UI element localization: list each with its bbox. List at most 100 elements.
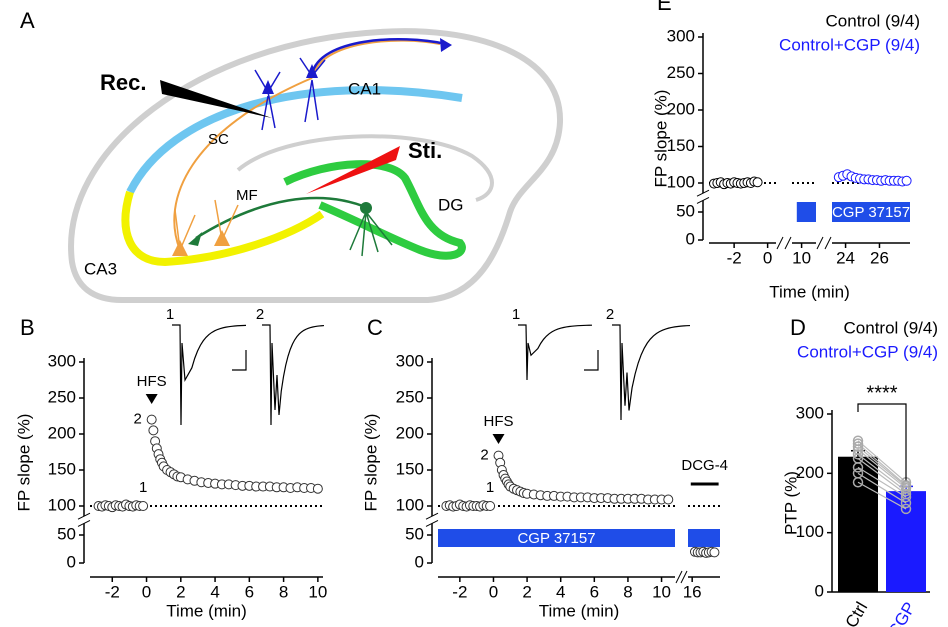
ca3-neurons (174, 199, 239, 251)
x-tick-label: 2 (176, 582, 185, 601)
individual-point (852, 476, 864, 488)
trace-label: 2 (256, 306, 264, 323)
significance-label: **** (866, 382, 897, 404)
panel-label: E (657, 0, 672, 15)
panel-label: B (20, 315, 35, 340)
x-tick-label: 10 (652, 582, 671, 601)
axis-break (77, 519, 91, 527)
drug-bar (796, 202, 816, 222)
individual-point (852, 438, 864, 449)
x-tick-label: 10 (308, 582, 327, 601)
axis-break (824, 236, 832, 250)
ca1-neurons (254, 57, 326, 131)
individual-point (852, 462, 864, 473)
x-axis-label: Time (min) (769, 282, 850, 301)
point-label: 1 (486, 479, 494, 496)
pair-line (857, 481, 907, 510)
x-tick-label: -2 (452, 582, 467, 601)
y-tick-label: 150 (48, 459, 76, 478)
category-label: +CGP (880, 599, 920, 627)
stimulus-label: HFS (484, 413, 514, 430)
y-tick-label: 200 (48, 423, 76, 442)
y-tick-label: 100 (48, 495, 76, 514)
y-tick-label: 0 (815, 581, 824, 600)
axis-break (696, 189, 710, 197)
point-label: 2 (480, 447, 488, 464)
significance-bracket (857, 403, 907, 481)
trace-label: 1 (512, 306, 520, 323)
data-point (485, 501, 496, 511)
recording-electrode (160, 80, 272, 118)
granule-cell (360, 202, 372, 214)
x-tick-label: 6 (590, 582, 599, 601)
y-tick-label: 100 (667, 172, 695, 191)
y-tick-label: 100 (396, 495, 424, 514)
trace (172, 324, 247, 426)
y-tick-label: 0 (686, 229, 695, 248)
y-tick-label: 150 (396, 459, 424, 478)
trace (612, 324, 691, 421)
legend-entry: Control+CGP (9/4) (779, 35, 920, 54)
axis-break (680, 570, 688, 584)
neuron (214, 230, 230, 246)
scale-bar (232, 350, 247, 371)
neuron (306, 64, 318, 78)
data-point (148, 425, 159, 436)
arrowhead (440, 38, 452, 52)
y-tick-label: 250 (396, 387, 424, 406)
x-axis-label: Time (min) (166, 601, 247, 620)
pair-line (857, 458, 907, 495)
y-tick-label: 300 (48, 351, 76, 370)
data-point (901, 175, 912, 186)
legend-entry: Control (9/4) (826, 11, 920, 30)
y-axis-label: PTP (%) (781, 471, 800, 535)
pair-line (857, 440, 907, 483)
stimulus-label: HFS (137, 373, 167, 390)
x-tick-label: -2 (105, 582, 120, 601)
individual-point (900, 491, 912, 503)
drug-bar (832, 202, 910, 222)
individual-point (900, 497, 912, 509)
bar (838, 456, 878, 592)
pair-line (857, 443, 907, 486)
legend-entry: Control (9/4) (844, 318, 938, 337)
y-tick-label: 300 (796, 403, 824, 422)
diagram-label: Rec. (100, 70, 146, 95)
axis-break (696, 196, 710, 204)
y-tick-label: 100 (796, 522, 824, 541)
y-tick-label: 50 (57, 524, 76, 543)
dg-layer (283, 160, 466, 260)
trace-label: 2 (606, 306, 614, 323)
diagram-label: DG (438, 195, 464, 214)
y-tick-label: 0 (67, 552, 76, 571)
pair-line (857, 453, 907, 492)
panel-label: C (367, 315, 383, 340)
diagram-label: SC (208, 131, 229, 148)
scale-bar (584, 350, 599, 371)
x-tick-label: 6 (245, 582, 254, 601)
panel-label: D (790, 315, 806, 340)
axis-break (425, 519, 439, 527)
neuron (262, 80, 274, 94)
data-point (138, 501, 149, 511)
y-tick-label: 150 (667, 136, 695, 155)
panel-a: A Rec. CA1 SC Sti. MF DG CA3 (20, 8, 564, 303)
y-tick-label: 0 (415, 552, 424, 571)
arrowhead (188, 232, 202, 246)
stimulating-electrode (306, 146, 400, 194)
drug-label: CGP 37157 (517, 530, 595, 547)
axis-break (675, 570, 683, 584)
pair-line (857, 449, 907, 489)
dendrites (349, 211, 393, 257)
trace-label: 1 (166, 306, 174, 323)
legend-entry: Control+CGP (9/4) (797, 342, 938, 361)
x-tick-label: 24 (836, 248, 855, 267)
data-point (663, 494, 674, 505)
x-tick-label: 4 (210, 582, 219, 601)
x-tick-label: 0 (763, 248, 772, 267)
y-axis-label: FP slope (%) (14, 414, 33, 512)
category-label: Ctrl (842, 599, 872, 627)
x-tick-label: 16 (683, 582, 702, 601)
x-tick-label: 2 (522, 582, 531, 601)
